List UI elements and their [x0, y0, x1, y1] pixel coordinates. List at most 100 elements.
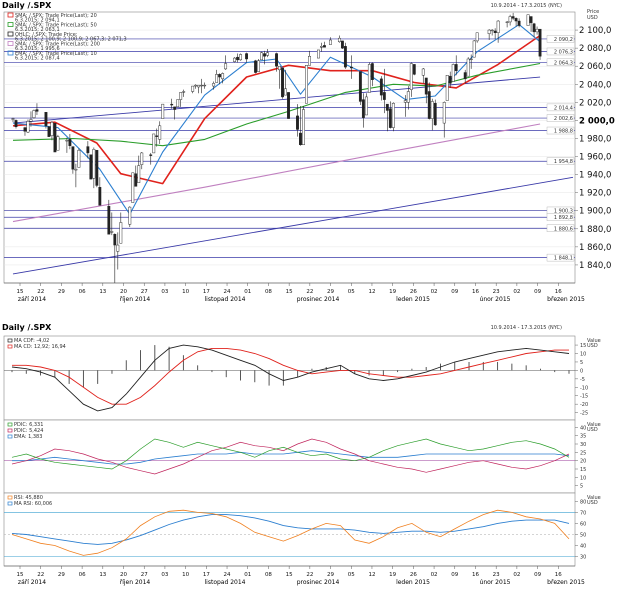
candle [107, 199, 111, 235]
macd-legend-text: MA CDF: -4,02 [14, 338, 49, 344]
candle-body [364, 96, 368, 116]
x-month-label: prosinec 2014 [297, 296, 340, 303]
candle-body [388, 108, 392, 128]
candle [421, 68, 425, 84]
x-tick-label: 10 [182, 572, 189, 578]
candle-body [200, 84, 204, 87]
candle-body [532, 23, 536, 33]
candle [131, 172, 135, 203]
candle [110, 212, 114, 236]
candle [50, 121, 54, 141]
candle [493, 28, 497, 40]
candle [149, 152, 153, 165]
candle-body [493, 30, 497, 34]
x-tick-label: 24 [224, 289, 231, 295]
x-tick-label: 19 [389, 289, 396, 295]
candle-body [358, 71, 362, 102]
candle [155, 128, 159, 147]
macd-axis-label: -25 [580, 411, 588, 417]
macd-axis-label: -20 [580, 402, 588, 408]
x-tick-label: 13 [99, 572, 106, 578]
x-month-label: listopad 2014 [205, 296, 246, 303]
macd-value-label: Value [587, 338, 601, 344]
x-tick-label: 20 [120, 572, 127, 578]
level-box-label: 1 900,3 [554, 208, 573, 214]
candle [412, 64, 416, 76]
candle-body [278, 65, 281, 71]
candle-body [203, 84, 207, 87]
macd-axis-label: 0 [580, 368, 583, 374]
candle [212, 81, 216, 90]
x-tick-label: 12 [368, 572, 375, 578]
candle [469, 54, 473, 69]
candle-body [451, 64, 455, 82]
candle-body [179, 92, 183, 100]
legend-swatch [7, 50, 14, 56]
candle-body [337, 37, 341, 43]
x-tick-label: 22 [306, 289, 313, 295]
series-line-sma-20 [12, 34, 541, 185]
candle [134, 165, 138, 187]
candle [176, 99, 180, 108]
candle [511, 12, 515, 21]
macd-legend-swatch [7, 344, 13, 349]
legend-series-value: 6.3.2015; 2 094,1 [15, 18, 60, 24]
candle [529, 16, 533, 32]
candle [454, 55, 458, 76]
x-tick-label: 22 [37, 572, 44, 578]
dmi-panel-frame [3, 419, 576, 494]
candle-body [176, 99, 180, 108]
dmi-value-unit: USD [587, 427, 598, 433]
x-tick-label: 15 [17, 572, 24, 578]
x-tick-label: 06 [79, 572, 86, 578]
candle [23, 126, 27, 136]
candle-body [110, 231, 114, 233]
legend-series-value: 6.3.2015; 2 063,1 [15, 27, 60, 33]
level-box-label: 1 988,8 [554, 129, 573, 135]
candle-body [14, 120, 18, 127]
candle [358, 71, 362, 106]
price-axis-label: 2 060,0 [579, 62, 611, 72]
candle-body [113, 233, 117, 246]
candle-body [128, 206, 132, 225]
candle [284, 69, 287, 96]
dmi-minus-line [11, 438, 570, 475]
price-axis-label: 2 020,0 [579, 98, 611, 108]
candle [257, 58, 260, 72]
candle-body [224, 63, 228, 70]
x-tick-label: 26 [410, 572, 417, 578]
candle-body [496, 20, 500, 34]
macd-legend-swatch [7, 338, 13, 343]
candle [260, 51, 263, 61]
x-tick-label: 10 [182, 289, 189, 295]
candle-body [98, 187, 102, 206]
candle [44, 112, 48, 129]
candle-body [44, 112, 48, 127]
price-axis-label: 2 000,0 [579, 116, 615, 126]
x-tick-label: 22 [306, 572, 313, 578]
candle [505, 21, 509, 28]
candle [215, 69, 219, 83]
candle-body [302, 109, 305, 146]
candle-body [296, 115, 299, 130]
candle [406, 86, 410, 110]
candle [466, 57, 470, 77]
dmi-axis-label: 40 [580, 425, 586, 431]
horizontal-levels: 2 090,2 2 076,3 2 064,3 2 014,4 2 002,6 1 988… [4, 35, 575, 262]
x-tick-label: 09 [534, 289, 541, 295]
dmi-axis-label: 15 [580, 467, 586, 473]
candle-body [47, 126, 51, 137]
level-box-label: 1 880,6 [554, 226, 573, 232]
candle-body [29, 119, 33, 122]
candle-body [11, 118, 15, 120]
legend-series-value: 6.3.2015; 1 995,6 [15, 46, 60, 52]
candle [26, 119, 30, 134]
rsi-line [11, 509, 570, 556]
x-month-label: leden 2015 [396, 579, 430, 586]
price-x-axis: 15 22 29 06 13 20 27 03 10 17 24 01 08 15 22 29 05 12 19 26… [4, 282, 585, 303]
macd-axis-label: -10 [580, 385, 588, 391]
candle-body [487, 29, 491, 34]
candle [221, 72, 225, 84]
